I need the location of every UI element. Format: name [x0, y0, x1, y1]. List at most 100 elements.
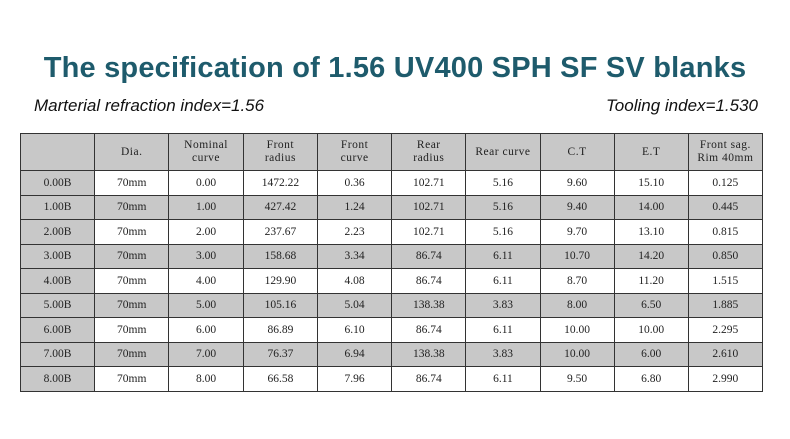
table-cell: 86.74: [391, 317, 467, 343]
table-cell: 14.20: [613, 243, 689, 269]
table-cell: 237.67: [242, 219, 319, 245]
table-cell: 102.71: [391, 194, 467, 220]
table-cell: 3.00: [168, 243, 244, 269]
table-cell: 70mm: [94, 194, 170, 220]
column-header: Front sag. Rim 40mm: [687, 133, 764, 171]
table-body: 0.00B 70mm 0.00 1472.22 0.36 102.71 5.16 9.60 15…: [19, 170, 764, 392]
table-row: 1.00B 70mm 1.00 427.42 1.24 102.71 5.16 9.40 14.…: [19, 194, 764, 220]
table-row: 8.00B 70mm 8.00 66.58 7.96 86.74 6.11 9.50 6.80 2…: [19, 366, 764, 392]
column-header: Rear radius: [391, 133, 467, 171]
table-cell: 86.74: [391, 268, 467, 294]
refraction-index: Marterial refraction index=1.56: [34, 96, 265, 115]
table-cell: 7.96: [317, 366, 393, 392]
table-cell: 6.50: [613, 292, 689, 318]
table-cell: 0.850: [687, 243, 764, 269]
table-cell: 138.38: [391, 341, 467, 367]
table-cell: 102.71: [391, 170, 467, 196]
row-label: 4.00B: [19, 268, 96, 294]
table-row: 2.00B 70mm 2.00 237.67 2.23 102.71 5.16 9.70 13.…: [19, 219, 764, 245]
row-label: 3.00B: [19, 243, 96, 269]
table-row: 6.00B 70mm 6.00 86.89 6.10 86.74 6.11 10.00 10.0…: [19, 317, 764, 343]
table-cell: 6.11: [465, 366, 541, 392]
table-cell: 14.00: [613, 194, 689, 220]
table-cell: 66.58: [242, 366, 319, 392]
table-cell: 11.20: [613, 268, 689, 294]
spec-table: Dia. Nominal curve Front radius Front curve…: [19, 133, 764, 392]
row-label: 5.00B: [19, 292, 96, 318]
table-row: 4.00B 70mm 4.00 129.90 4.08 86.74 6.11 8.70 11.2…: [19, 268, 764, 294]
table-cell: 8.00: [539, 292, 615, 318]
table-cell: 0.36: [317, 170, 393, 196]
table-cell: 4.08: [317, 268, 393, 294]
table-cell: 9.60: [539, 170, 615, 196]
table-cell: 1.885: [687, 292, 764, 318]
table-cell: 5.16: [465, 170, 541, 196]
table-cell: 70mm: [94, 219, 170, 245]
table-cell: 13.10: [613, 219, 689, 245]
table-cell: 70mm: [94, 341, 170, 367]
column-header: C.T: [539, 133, 615, 171]
table-cell: 1.00: [168, 194, 244, 220]
column-header: Rear curve: [465, 133, 541, 171]
table-cell: 6.11: [465, 268, 541, 294]
table-cell: 6.80: [613, 366, 689, 392]
table-cell: 6.11: [465, 243, 541, 269]
header-row: Dia. Nominal curve Front radius Front curve…: [19, 133, 764, 171]
column-header: Front radius: [242, 133, 319, 171]
table-cell: 2.990: [687, 366, 764, 392]
table-cell: 0.815: [687, 219, 764, 245]
table-cell: 76.37: [242, 341, 319, 367]
table-cell: 2.23: [317, 219, 393, 245]
title: The specification of 1.56 UV400 SPH SF S…: [43, 52, 747, 84]
table-cell: 0.445: [687, 194, 764, 220]
table-cell: 6.00: [613, 341, 689, 367]
table-cell: 3.34: [317, 243, 393, 269]
table-cell: 9.70: [539, 219, 615, 245]
corner-cell: [19, 133, 96, 171]
table-cell: 8.00: [168, 366, 244, 392]
column-header: Dia.: [94, 133, 170, 171]
row-label: 7.00B: [19, 341, 96, 367]
table-cell: 10.00: [613, 317, 689, 343]
row-label: 6.00B: [19, 317, 96, 343]
table-cell: 158.68: [242, 243, 319, 269]
table-cell: 0.125: [687, 170, 764, 196]
table-cell: 5.04: [317, 292, 393, 318]
table-cell: 70mm: [94, 243, 170, 269]
table-cell: 105.16: [242, 292, 319, 318]
column-header: Front curve: [317, 133, 393, 171]
table-cell: 70mm: [94, 366, 170, 392]
table-cell: 5.16: [465, 219, 541, 245]
table-cell: 86.74: [391, 366, 467, 392]
table-row: 3.00B 70mm 3.00 158.68 3.34 86.74 6.11 10.70 14.…: [19, 243, 764, 269]
table-cell: 10.00: [539, 317, 615, 343]
row-label: 1.00B: [19, 194, 96, 220]
table-cell: 9.50: [539, 366, 615, 392]
table-cell: 3.83: [465, 292, 541, 318]
table-cell: 70mm: [94, 268, 170, 294]
table-cell: 2.610: [687, 341, 764, 367]
table-cell: 6.10: [317, 317, 393, 343]
table-row: 7.00B 70mm 7.00 76.37 6.94 138.38 3.83 10.00 6.0…: [19, 341, 764, 367]
table-cell: 4.00: [168, 268, 244, 294]
table-cell: 5.00: [168, 292, 244, 318]
table-cell: 138.38: [391, 292, 467, 318]
table-cell: 9.40: [539, 194, 615, 220]
table-cell: 1.515: [687, 268, 764, 294]
table-cell: 6.11: [465, 317, 541, 343]
table-cell: 2.00: [168, 219, 244, 245]
table-cell: 6.94: [317, 341, 393, 367]
table-cell: 10.70: [539, 243, 615, 269]
table-cell: 86.89: [242, 317, 319, 343]
table-row: 5.00B 70mm 5.00 105.16 5.04 138.38 3.83 8.00 6.5…: [19, 292, 764, 318]
table-cell: 10.00: [539, 341, 615, 367]
table-cell: 70mm: [94, 292, 170, 318]
table-cell: 5.16: [465, 194, 541, 220]
table-cell: 427.42: [242, 194, 319, 220]
table-cell: 1.24: [317, 194, 393, 220]
row-label: 2.00B: [19, 219, 96, 245]
table-cell: 6.00: [168, 317, 244, 343]
row-label: 0.00B: [19, 170, 96, 196]
table-cell: 129.90: [242, 268, 319, 294]
